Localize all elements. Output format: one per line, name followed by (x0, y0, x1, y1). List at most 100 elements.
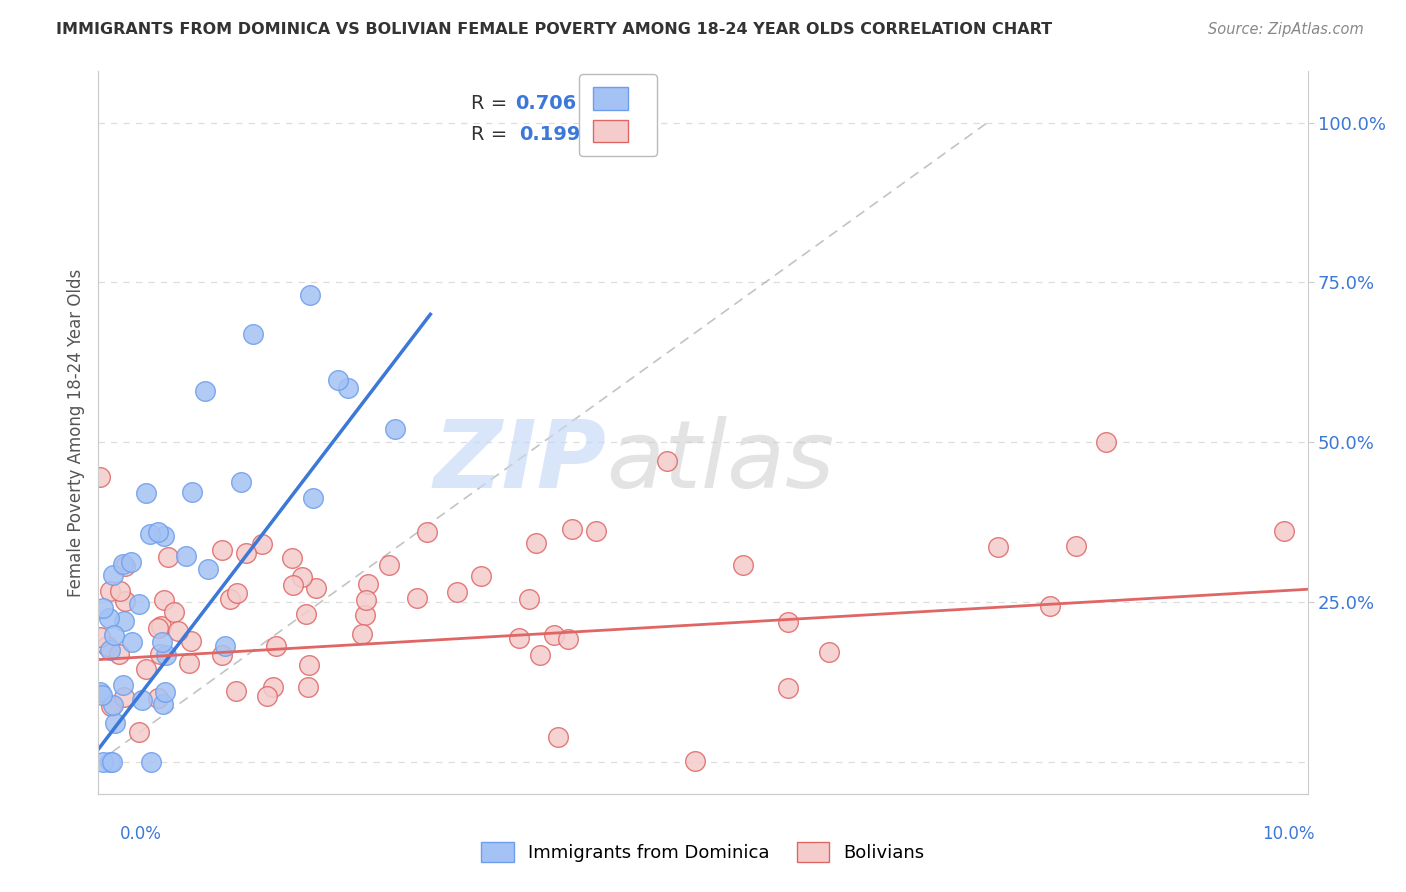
Point (1039, 599, 1062, 613)
Point (114, 594, 136, 608)
Point (98, 610, 121, 624)
Text: 10.0%: 10.0% (1263, 825, 1315, 843)
Point (96, 639, 118, 653)
Point (235, 546, 257, 560)
Point (163, 605, 186, 619)
Point (281, 551, 304, 566)
Point (211, 543, 233, 558)
Y-axis label: Female Poverty Among 18-24 Year Olds: Female Poverty Among 18-24 Year Olds (66, 268, 84, 597)
Point (146, 524, 169, 539)
Point (231, 475, 253, 490)
Point (585, 524, 607, 538)
Point (141, 755, 163, 769)
Text: R =: R = (471, 126, 520, 145)
Point (281, 578, 304, 592)
Point (291, 570, 314, 584)
Point (128, 725, 150, 739)
Point (149, 619, 172, 633)
Point (211, 648, 233, 662)
Point (547, 731, 569, 745)
Text: N = 40: N = 40 (572, 95, 659, 113)
Point (91, 755, 114, 769)
Point (98, 584, 121, 599)
Point (152, 698, 174, 712)
Point (378, 558, 401, 573)
Point (157, 550, 180, 565)
Point (225, 684, 247, 698)
Point (256, 689, 278, 703)
Point (561, 522, 583, 536)
Point (406, 591, 429, 606)
Text: atlas: atlas (606, 416, 835, 507)
Point (305, 582, 328, 596)
Point (100, 755, 122, 769)
Point (194, 384, 217, 398)
Point (108, 583, 131, 598)
Point (1095, 435, 1118, 450)
Point (470, 569, 492, 583)
Point (101, 698, 124, 712)
Point (517, 592, 540, 607)
Point (139, 527, 162, 541)
Point (89, 469, 111, 483)
Point (90, 688, 112, 702)
Point (174, 549, 197, 563)
Point (104, 716, 127, 731)
Point (89, 631, 111, 645)
Legend: , : , (579, 74, 657, 156)
Point (416, 524, 439, 539)
Point (120, 555, 142, 569)
Point (336, 381, 359, 395)
Point (357, 576, 380, 591)
Text: 0.0%: 0.0% (120, 825, 162, 843)
Point (155, 648, 177, 662)
Point (301, 491, 323, 505)
Legend: Immigrants from Dominica, Bolivians: Immigrants from Dominica, Bolivians (474, 834, 932, 870)
Point (685, 754, 707, 768)
Point (100, 699, 122, 714)
Point (150, 635, 173, 649)
Point (114, 558, 136, 573)
Point (354, 607, 377, 622)
Point (778, 681, 800, 695)
Point (121, 634, 143, 648)
Point (101, 567, 124, 582)
Point (1064, 539, 1087, 553)
Point (328, 373, 350, 387)
Point (987, 541, 1010, 555)
Point (112, 690, 135, 704)
Point (112, 614, 135, 628)
Point (153, 685, 176, 699)
Point (135, 662, 157, 676)
Point (100, 755, 122, 769)
Text: ZIP: ZIP (433, 416, 606, 508)
Point (529, 648, 551, 662)
Point (446, 585, 468, 599)
Point (91, 601, 114, 615)
Point (242, 326, 264, 341)
Point (131, 692, 153, 706)
Point (262, 680, 284, 694)
Point (152, 529, 174, 543)
Point (146, 691, 169, 706)
Point (352, 627, 374, 641)
Point (543, 628, 565, 642)
Point (89, 684, 111, 698)
Point (149, 647, 172, 661)
Point (218, 591, 240, 606)
Point (1272, 524, 1295, 538)
Point (167, 624, 190, 638)
Point (181, 485, 204, 500)
Point (214, 639, 236, 653)
Point (148, 621, 170, 635)
Point (508, 631, 530, 645)
Point (128, 597, 150, 611)
Point (297, 680, 319, 694)
Point (817, 645, 839, 659)
Point (108, 647, 131, 661)
Point (298, 287, 321, 301)
Text: N = 68: N = 68 (572, 126, 659, 145)
Text: Source: ZipAtlas.com: Source: ZipAtlas.com (1208, 22, 1364, 37)
Text: 0.199: 0.199 (519, 126, 581, 145)
Point (250, 537, 273, 551)
